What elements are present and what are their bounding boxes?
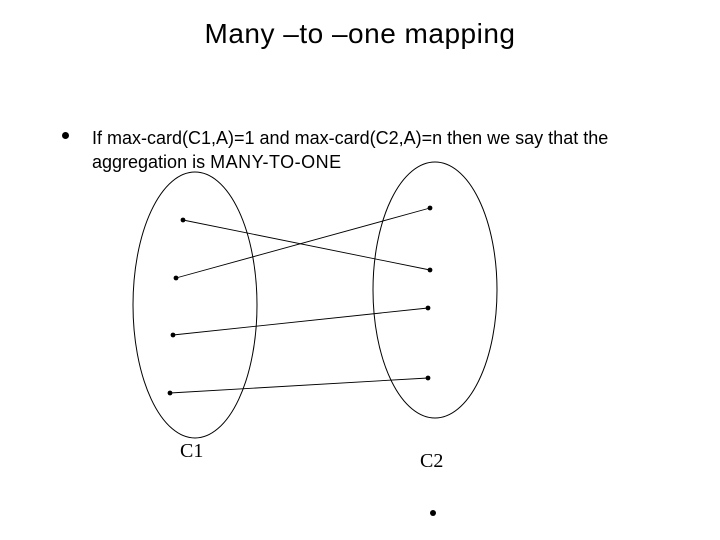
set-label-c1: C1 bbox=[180, 440, 203, 463]
mapping-diagram bbox=[0, 0, 720, 540]
set-label-c2: C2 bbox=[420, 450, 443, 473]
stray-dot-icon bbox=[430, 510, 436, 516]
